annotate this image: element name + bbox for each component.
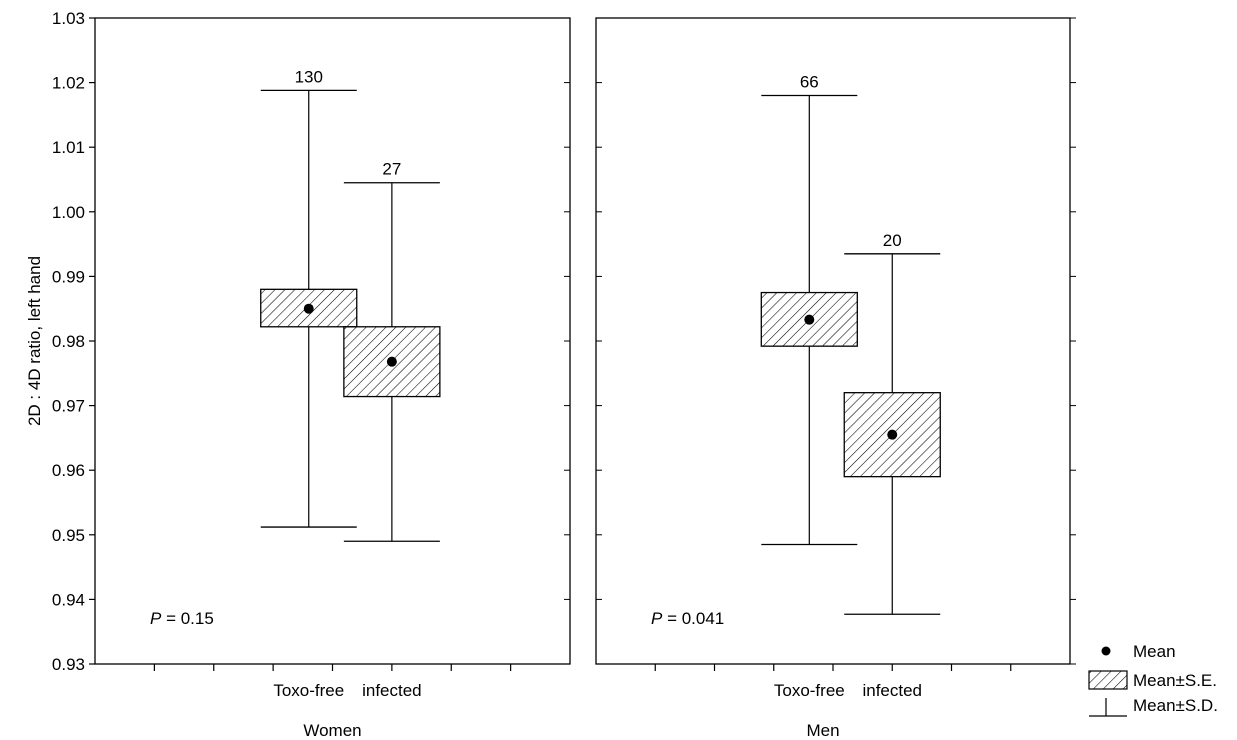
panel-women: 130 Toxo-free 27 infected Women P = 0.15: [94, 17, 571, 740]
panel-men: 66 Toxo-free 20 infected Men P = 0.041: [595, 17, 1071, 740]
p-value-annotation: P = 0.15: [150, 609, 214, 628]
y-axis-label: 2D : 4D ratio, left hand: [25, 256, 44, 426]
mean-point: [386, 356, 397, 367]
mean-point: [887, 429, 898, 440]
x-tick-label: infected: [862, 681, 922, 700]
mean-point: [303, 303, 314, 314]
y-tick-label: 0.93: [52, 655, 85, 674]
legend-mean-label: Mean: [1133, 642, 1176, 661]
n-label: 27: [382, 160, 401, 179]
p-symbol: P: [150, 609, 162, 628]
group-infected: 20 infected: [843, 231, 941, 700]
y-tick-label: 0.95: [52, 526, 85, 545]
legend-sd-label: Mean±S.D.: [1133, 696, 1218, 715]
y-tick-label: 0.96: [52, 461, 85, 480]
legend-mean-marker: [1101, 646, 1111, 656]
n-label: 20: [883, 231, 902, 250]
group-infected: 27 infected: [343, 160, 441, 700]
y-tick-label: 1.01: [52, 138, 85, 157]
x-tick-label: infected: [362, 681, 422, 700]
x-tick-label: Toxo-free: [774, 681, 845, 700]
p-value-annotation: P = 0.041: [651, 609, 724, 628]
group-toxo-free: 130 Toxo-free: [260, 67, 358, 700]
n-label: 130: [295, 67, 323, 86]
legend: Mean Mean±S.E. Mean±S.D.: [1088, 642, 1218, 717]
p-value: = 0.041: [662, 609, 724, 628]
x-axis-label: Men: [806, 721, 839, 740]
x-axis-label: Women: [303, 721, 361, 740]
n-label: 66: [800, 73, 819, 92]
legend-se-swatch: [1088, 670, 1128, 690]
x-tick-label: Toxo-free: [273, 681, 344, 700]
p-value: = 0.15: [161, 609, 213, 628]
p-symbol: P: [651, 609, 663, 628]
y-tick-label: 1.00: [52, 203, 85, 222]
y-tick-label: 1.03: [52, 9, 85, 28]
y-tick-label: 0.99: [52, 267, 85, 286]
y-tick-label: 0.97: [52, 397, 85, 416]
y-tick-label: 0.98: [52, 332, 85, 351]
y-tick-label: 0.94: [52, 590, 85, 609]
legend-se-label: Mean±S.E.: [1133, 671, 1217, 690]
group-toxo-free: 66 Toxo-free: [760, 73, 858, 700]
panel-frame: [94, 17, 571, 665]
y-tick-label: 1.02: [52, 74, 85, 93]
mean-point: [804, 314, 815, 325]
